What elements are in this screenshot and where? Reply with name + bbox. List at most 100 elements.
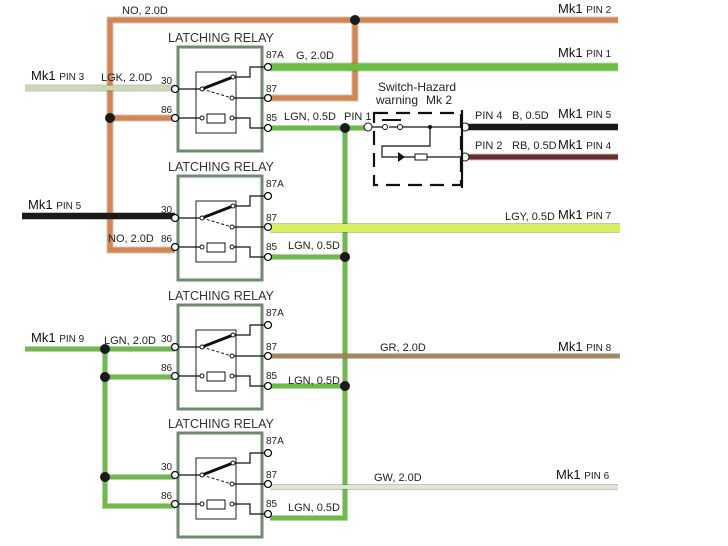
relay-contact bbox=[229, 501, 235, 507]
relay-terminal bbox=[263, 252, 273, 262]
relay-coil bbox=[206, 113, 226, 124]
relay-terminal bbox=[263, 351, 273, 361]
svg-text:Mk1 PIN 8: Mk1 PIN 8 bbox=[558, 339, 612, 354]
switch-label: Switch-Hazard bbox=[378, 80, 456, 94]
connector-terminal bbox=[363, 122, 373, 132]
wire-label-rb: RB, 0.5D bbox=[512, 140, 557, 152]
wire-label-lgn: LGN, 0.5D bbox=[288, 375, 340, 387]
pin-label-p87: 87 bbox=[266, 213, 278, 224]
svg-text:Mk1 PIN 9: Mk1 PIN 9 bbox=[31, 330, 85, 345]
relay-contact bbox=[229, 353, 235, 359]
junction-dot bbox=[350, 15, 360, 25]
relays: LATCHING RELAY 30 86 87A 87 85 LATCHING RELAY 3… bbox=[161, 31, 284, 539]
relay-box bbox=[176, 174, 264, 282]
svg-text:Mk1 PIN 3: Mk1 PIN 3 bbox=[31, 68, 85, 83]
wire-orange-87 bbox=[270, 20, 358, 101]
pin-label-p86: 86 bbox=[161, 491, 173, 502]
svg-text:Mk1 PIN 2: Mk1 PIN 2 bbox=[558, 1, 612, 16]
relay-switch-dashed bbox=[201, 217, 233, 228]
relay-coil bbox=[206, 242, 226, 253]
relay-terminal bbox=[263, 191, 273, 201]
relay-terminal bbox=[170, 213, 180, 223]
relay-terminal bbox=[170, 84, 180, 94]
wire-label-lgn: LGN, 0.5D bbox=[288, 240, 340, 252]
wire-label-gw: GW, 2.0D bbox=[374, 472, 422, 484]
wire-label-lgy: LGY, 0.5D bbox=[505, 211, 555, 223]
relay-inner-box bbox=[195, 71, 237, 134]
relay-terminal bbox=[263, 320, 273, 330]
connector-mk1-pin4: Mk1 PIN 4 bbox=[558, 137, 612, 152]
pin-label-p87a: 87A bbox=[266, 50, 284, 61]
relay-contact bbox=[199, 86, 205, 92]
relay-title: LATCHING RELAY bbox=[168, 289, 274, 303]
svg-text:Mk1 PIN 1: Mk1 PIN 1 bbox=[558, 45, 612, 60]
relay-contact bbox=[199, 501, 205, 507]
relay-contact bbox=[229, 373, 235, 379]
pin-label-p30: 30 bbox=[161, 205, 173, 216]
connector-mk1-pin7: Mk1 PIN 7 bbox=[558, 207, 612, 222]
relay-inner-box bbox=[195, 329, 237, 392]
relay-terminal bbox=[263, 381, 273, 391]
junction-dot bbox=[105, 113, 115, 123]
wire-label-no-top: NO, 2.0D bbox=[122, 5, 168, 17]
connector-mk1-pin6: Mk1 PIN 6 bbox=[556, 467, 610, 482]
relay-terminal bbox=[263, 509, 273, 519]
connector-mk1-pin3: Mk1 PIN 3 bbox=[31, 68, 85, 83]
svg-text:Mk1 PIN 7: Mk1 PIN 7 bbox=[558, 207, 612, 222]
wire-label-b: B, 0.5D bbox=[512, 110, 549, 122]
relay-contact bbox=[230, 332, 236, 338]
switch-hazard-module: Switch-Hazard warning Mk 2 bbox=[372, 80, 464, 188]
relay-terminal bbox=[263, 93, 273, 103]
junction-dot bbox=[428, 125, 432, 129]
switch-mk2-label: Mk 2 bbox=[426, 93, 452, 107]
svg-text:Mk1 PIN 5: Mk1 PIN 5 bbox=[28, 197, 82, 212]
relay-coil bbox=[206, 499, 226, 510]
pin-label-p86: 86 bbox=[161, 363, 173, 374]
relay-switch-arm bbox=[201, 333, 234, 349]
wire-label-pin2: PIN 2 bbox=[475, 140, 503, 152]
pin-label-p87: 87 bbox=[266, 470, 278, 481]
wire-lgn-branches bbox=[103, 349, 175, 508]
pin-label-p85: 85 bbox=[266, 499, 278, 510]
junction-dot bbox=[340, 252, 350, 262]
wire-label-lgk: LGK, 2.0D bbox=[101, 72, 152, 84]
pin-label-p87: 87 bbox=[266, 84, 278, 95]
relay-contact bbox=[199, 373, 205, 379]
switch-circuit bbox=[372, 126, 462, 158]
relay-contact bbox=[229, 224, 235, 230]
latching-relay-3: LATCHING RELAY 30 86 87A 87 85 bbox=[161, 289, 284, 411]
svg-text:Mk1 PIN 6: Mk1 PIN 6 bbox=[556, 467, 610, 482]
wire-label-lgn: LGN, 0.5D bbox=[284, 111, 336, 123]
relay-terminal bbox=[170, 499, 180, 509]
pin-label-p87a: 87A bbox=[266, 308, 284, 319]
relay-title: LATCHING RELAY bbox=[168, 160, 274, 174]
relay-internal-wiring bbox=[178, 452, 264, 515]
relay-contact bbox=[199, 344, 205, 350]
relay-contact bbox=[229, 244, 235, 250]
junction-dot bbox=[340, 381, 350, 391]
svg-text:Mk1 PIN 5: Mk1 PIN 5 bbox=[558, 106, 612, 121]
relay-contact bbox=[229, 481, 235, 487]
relay-terminal bbox=[170, 371, 180, 381]
switch-contact bbox=[382, 124, 388, 130]
pin-label-p86: 86 bbox=[161, 234, 173, 245]
relay-switch-dashed bbox=[201, 346, 233, 357]
relay-terminal bbox=[170, 242, 180, 252]
pin-label-p30: 30 bbox=[161, 334, 173, 345]
relay-coil bbox=[206, 371, 226, 382]
pin-label-p85: 85 bbox=[266, 371, 278, 382]
relay-contact bbox=[229, 95, 235, 101]
latching-relay-2: LATCHING RELAY 30 86 87A 87 85 bbox=[161, 160, 284, 282]
relay-contact bbox=[199, 244, 205, 250]
connector-mk1-pin1: Mk1 PIN 1 bbox=[558, 45, 612, 60]
pin-label-p85: 85 bbox=[266, 242, 278, 253]
switch-dashed-box bbox=[372, 111, 463, 187]
relay-title: LATCHING RELAY bbox=[168, 31, 274, 45]
relay-contact bbox=[199, 472, 205, 478]
relay-terminal bbox=[263, 448, 273, 458]
junction-dot bbox=[340, 123, 350, 133]
wire-label-lgn-20: LGN, 2.0D bbox=[104, 335, 156, 347]
connector-mk1-pin9: Mk1 PIN 9 bbox=[31, 330, 85, 345]
wire-label-gr: GR, 2.0D bbox=[380, 342, 426, 354]
